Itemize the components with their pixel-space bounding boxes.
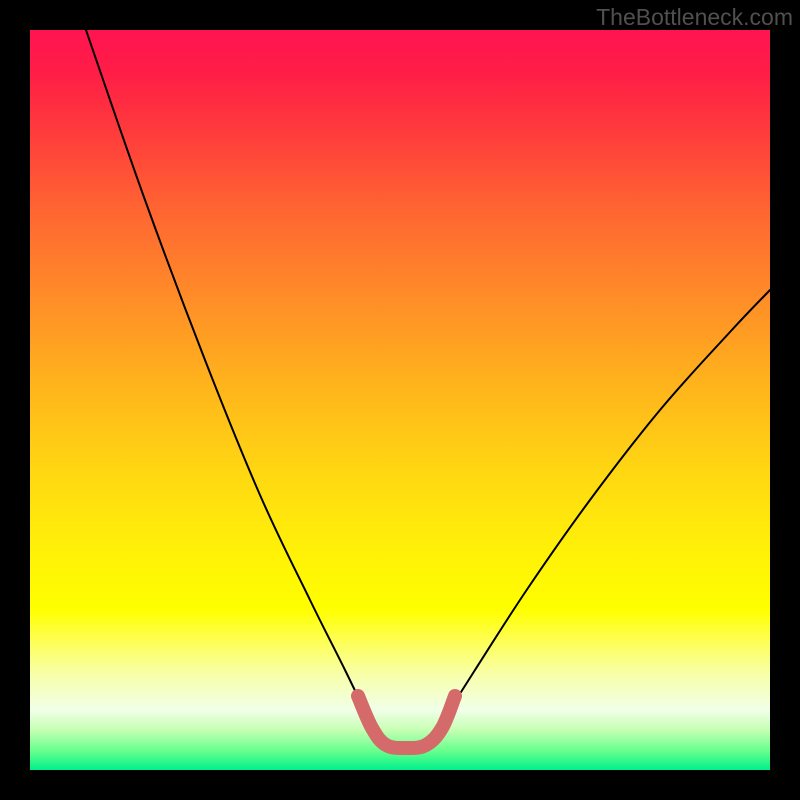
chart-container: TheBottleneck.com (0, 0, 800, 800)
plot-area (30, 30, 770, 770)
watermark-text: TheBottleneck.com (596, 4, 793, 31)
plot-svg (30, 30, 770, 770)
